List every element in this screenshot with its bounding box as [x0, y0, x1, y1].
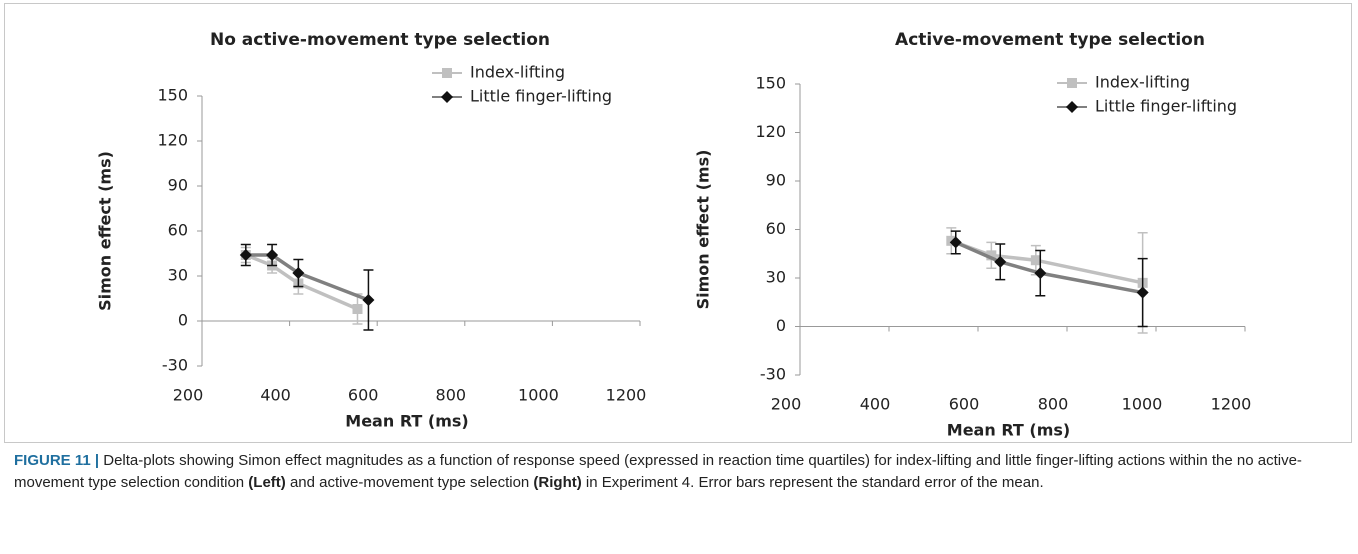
- series-line: [245, 253, 370, 302]
- marker: [362, 294, 375, 306]
- series-line: [245, 253, 359, 311]
- chart-title: Active-movement type selection: [895, 30, 1205, 50]
- marker: [986, 250, 997, 261]
- caption-label: FIGURE 11 |: [14, 452, 100, 469]
- figure-frame: [4, 3, 1352, 443]
- y-tick-label: 60: [168, 221, 188, 240]
- legend-label: Index-lifting: [1095, 73, 1190, 92]
- x-tick-label: 800: [1038, 395, 1069, 414]
- y-tick-label: 150: [755, 74, 786, 93]
- chart-title: No active-movement type selection: [210, 30, 550, 50]
- y-tick-label: -30: [162, 356, 188, 375]
- y-tick-label: 90: [168, 176, 188, 195]
- x-tick-label: 1000: [518, 386, 559, 405]
- marker: [1030, 255, 1041, 266]
- x-tick-label: 800: [436, 386, 467, 405]
- y-axis-title: Simon effect (ms): [694, 150, 713, 310]
- x-tick-label: 600: [348, 386, 379, 405]
- series-line: [950, 239, 1144, 285]
- y-tick-label: 60: [766, 219, 786, 238]
- y-axis-title: Simon effect (ms): [96, 151, 115, 311]
- x-tick-label: 400: [860, 395, 891, 414]
- marker: [994, 255, 1007, 268]
- marker: [1136, 286, 1149, 299]
- series-line: [955, 240, 1143, 295]
- marker: [442, 68, 452, 78]
- legend-label: Little finger-lifting: [470, 87, 612, 106]
- x-tick-label: 200: [173, 386, 204, 405]
- marker: [239, 249, 252, 261]
- x-axis-title: Mean RT (ms): [345, 412, 468, 431]
- marker: [266, 249, 279, 261]
- y-tick-label: 120: [157, 131, 188, 150]
- y-tick-label: 0: [776, 316, 786, 335]
- marker: [1067, 78, 1077, 88]
- caption-text: (Left): [248, 474, 286, 491]
- x-tick-label: 1200: [1211, 395, 1252, 414]
- marker: [1066, 101, 1078, 113]
- y-tick-label: 150: [157, 86, 188, 105]
- caption-text: (Right): [533, 474, 582, 491]
- legend-label: Little finger-lifting: [1095, 97, 1237, 116]
- marker: [1034, 267, 1047, 280]
- y-tick-label: 0: [178, 311, 188, 330]
- y-tick-label: 30: [766, 268, 786, 287]
- y-tick-label: 30: [168, 266, 188, 285]
- x-axis-title: Mean RT (ms): [947, 421, 1070, 440]
- marker: [949, 236, 962, 249]
- x-tick-label: 600: [949, 395, 980, 414]
- y-tick-label: 90: [766, 171, 786, 190]
- figure: No active-movement type selection -30 0 30 6…: [96, 30, 1252, 440]
- x-tick-label: 400: [260, 386, 291, 405]
- legend-label: Index-lifting: [470, 63, 565, 82]
- marker: [946, 235, 957, 246]
- marker: [352, 304, 363, 314]
- marker: [292, 267, 305, 279]
- y-tick-label: -30: [760, 365, 786, 384]
- x-tick-label: 1000: [1122, 395, 1163, 414]
- caption-text: Delta-plots showing Simon effect magnitu…: [14, 452, 1302, 491]
- caption-text: in Experiment 4. Error bars represent th…: [581, 474, 1044, 491]
- marker: [441, 91, 453, 103]
- x-tick-label: 1200: [606, 386, 647, 405]
- caption: FIGURE 11 | Delta-plots showing Simon ef…: [14, 450, 1344, 494]
- y-tick-label: 120: [755, 122, 786, 141]
- x-tick-label: 200: [771, 395, 802, 414]
- caption-text: and active-movement type selection: [285, 474, 534, 491]
